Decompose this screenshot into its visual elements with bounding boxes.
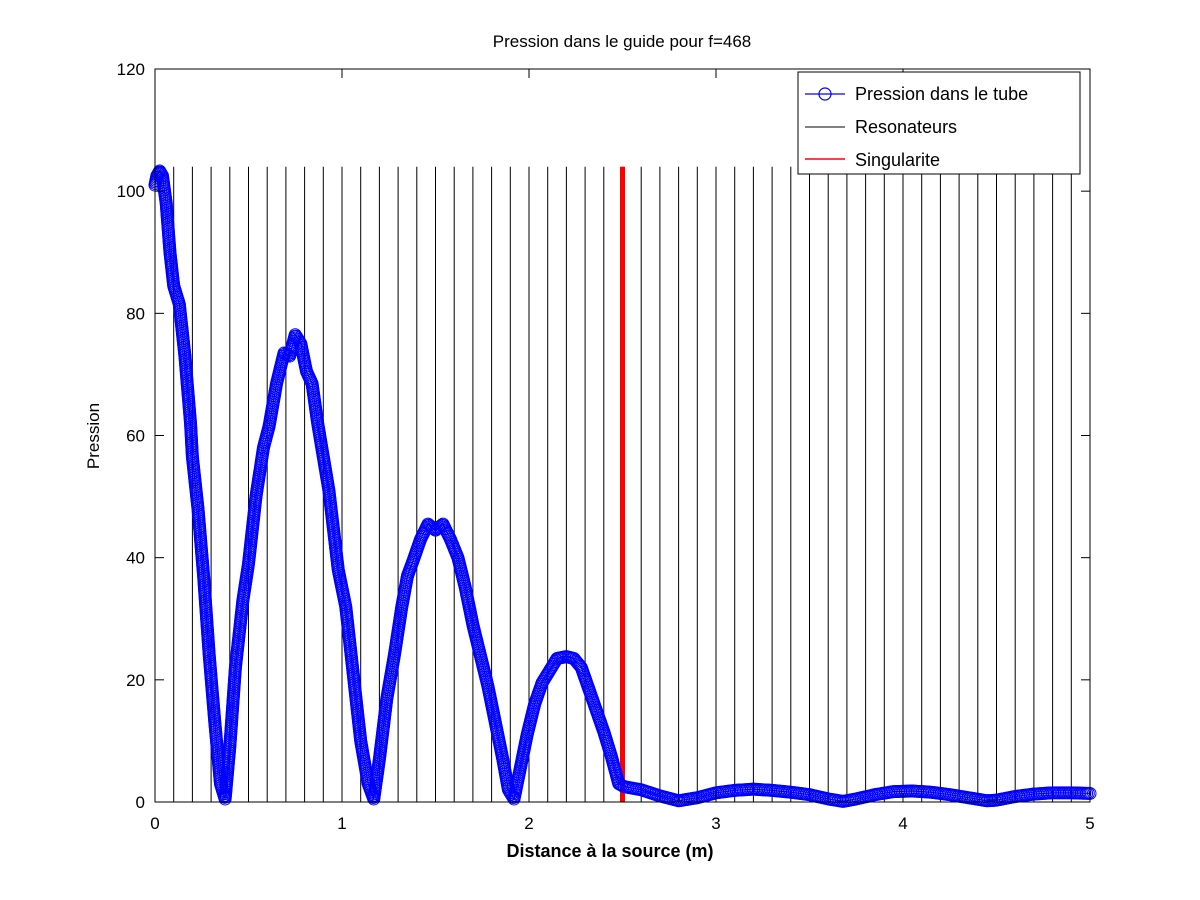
y-tick-label: 40 [126, 549, 145, 568]
y-tick-label: 60 [126, 427, 145, 446]
x-tick-label: 4 [898, 814, 907, 833]
legend-box [797, 71, 1081, 175]
y-tick-label: 0 [136, 793, 145, 812]
legend: Pression dans le tube Resonateurs Singul… [797, 71, 1081, 175]
axis-tick-labels: 0 1 2 3 4 5 0 20 40 60 80 100 120 [117, 60, 1095, 833]
series-layer [148, 164, 1097, 808]
y-tick-label: 80 [126, 304, 145, 323]
pressure-point [424, 519, 438, 533]
chart-title: Pression dans le guide pour f=468 [493, 32, 752, 51]
y-tick-label: 120 [117, 60, 145, 79]
pressure-point [153, 165, 167, 179]
legend-pression-marker [818, 87, 832, 101]
x-tick-label: 5 [1085, 814, 1094, 833]
axis-ticks [154, 68, 1091, 803]
y-axis-label: Pression [84, 403, 103, 469]
x-tick-label: 1 [337, 814, 346, 833]
legend-label-resonateurs: Resonateurs [855, 117, 957, 137]
legend-label-singularite: Singularite [855, 150, 940, 170]
x-tick-label: 2 [524, 814, 533, 833]
y-tick-label: 20 [126, 671, 145, 690]
x-axis-label: Distance à la source (m) [506, 841, 713, 861]
pressure-point [572, 658, 586, 672]
x-tick-label: 3 [711, 814, 720, 833]
y-tick-label: 100 [117, 182, 145, 201]
legend-label-pression: Pression dans le tube [855, 84, 1028, 104]
x-tick-label: 0 [150, 814, 159, 833]
